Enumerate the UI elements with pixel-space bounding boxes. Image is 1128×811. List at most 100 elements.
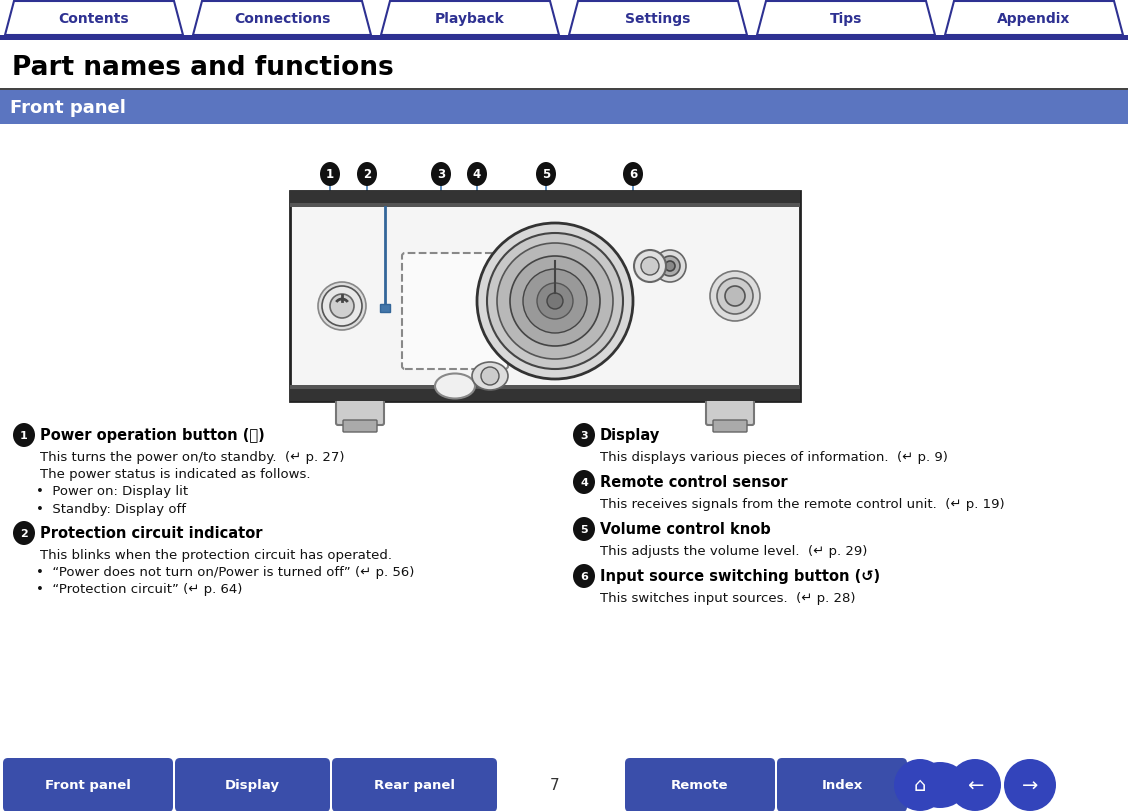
Bar (0, 88, 1128, 91)
Text: 2: 2 (363, 169, 371, 182)
Circle shape (547, 294, 563, 310)
Text: This turns the power on/to standby.  (↵ p. 27): This turns the power on/to standby. (↵ p… (39, 451, 344, 464)
Text: Protection circuit indicator: Protection circuit indicator (39, 526, 263, 541)
Circle shape (331, 294, 354, 319)
Text: 5: 5 (541, 169, 550, 182)
Text: Connections: Connections (233, 12, 331, 26)
Text: Tips: Tips (830, 12, 862, 26)
Text: 3: 3 (437, 169, 446, 182)
Ellipse shape (913, 762, 968, 808)
Text: Volume control knob: Volume control knob (600, 521, 770, 537)
Circle shape (1004, 759, 1056, 811)
FancyBboxPatch shape (713, 420, 747, 432)
Ellipse shape (573, 470, 594, 495)
Circle shape (497, 243, 613, 359)
Text: 4: 4 (473, 169, 482, 182)
Polygon shape (569, 2, 747, 36)
Text: This displays various pieces of information.  (↵ p. 9): This displays various pieces of informat… (600, 451, 948, 464)
Ellipse shape (623, 163, 643, 187)
Text: Appendix: Appendix (997, 12, 1070, 26)
Polygon shape (945, 2, 1123, 36)
Text: Front panel: Front panel (45, 779, 131, 792)
Text: Settings: Settings (625, 12, 690, 26)
Text: This adjusts the volume level.  (↵ p. 29): This adjusts the volume level. (↵ p. 29) (600, 545, 867, 558)
FancyBboxPatch shape (402, 254, 508, 370)
Text: ⌂: ⌂ (914, 775, 926, 795)
Circle shape (523, 270, 587, 333)
Ellipse shape (320, 163, 340, 187)
Polygon shape (193, 2, 371, 36)
Text: Playback: Playback (435, 12, 505, 26)
Text: 5: 5 (580, 525, 588, 534)
Circle shape (654, 251, 686, 283)
Polygon shape (5, 2, 183, 36)
Text: This switches input sources.  (↵ p. 28): This switches input sources. (↵ p. 28) (600, 592, 855, 605)
Text: 3: 3 (580, 431, 588, 440)
Circle shape (510, 257, 600, 346)
Ellipse shape (573, 517, 594, 541)
Ellipse shape (356, 163, 377, 187)
Ellipse shape (14, 423, 35, 448)
Ellipse shape (573, 564, 594, 588)
Text: 6: 6 (580, 571, 588, 581)
Polygon shape (757, 2, 935, 36)
Circle shape (725, 286, 744, 307)
FancyBboxPatch shape (290, 191, 800, 401)
Ellipse shape (467, 163, 487, 187)
Circle shape (641, 258, 659, 276)
Bar (380, 305, 390, 312)
Text: Contents: Contents (59, 12, 130, 26)
Bar (290, 204, 800, 208)
FancyBboxPatch shape (343, 420, 377, 432)
Text: ←: ← (967, 775, 984, 795)
FancyBboxPatch shape (625, 758, 775, 811)
Text: 2: 2 (20, 528, 28, 539)
Circle shape (634, 251, 666, 283)
Text: Index: Index (821, 779, 863, 792)
Text: →: → (1022, 775, 1038, 795)
Circle shape (710, 272, 760, 322)
Ellipse shape (14, 521, 35, 545)
Bar (0, 91, 1128, 125)
Text: Power operation button (⏻): Power operation button (⏻) (39, 428, 265, 443)
Bar (290, 389, 800, 401)
Circle shape (487, 234, 623, 370)
Text: Remote control sensor: Remote control sensor (600, 475, 787, 490)
Ellipse shape (435, 374, 475, 399)
Text: •  Standby: Display off: • Standby: Display off (36, 502, 186, 515)
Text: 1: 1 (20, 431, 28, 440)
FancyBboxPatch shape (336, 400, 384, 426)
Text: 7: 7 (550, 778, 559, 792)
Text: Display: Display (224, 779, 280, 792)
FancyBboxPatch shape (706, 400, 754, 426)
Text: 4: 4 (580, 478, 588, 487)
Text: •  “Protection circuit” (↵ p. 64): • “Protection circuit” (↵ p. 64) (36, 583, 243, 596)
Bar (290, 191, 800, 204)
Polygon shape (381, 2, 559, 36)
Text: Input source switching button (↺): Input source switching button (↺) (600, 569, 880, 584)
Text: 6: 6 (629, 169, 637, 182)
Text: This blinks when the protection circuit has operated.: This blinks when the protection circuit … (39, 549, 393, 562)
FancyBboxPatch shape (3, 758, 173, 811)
Circle shape (477, 224, 633, 380)
FancyBboxPatch shape (332, 758, 497, 811)
Ellipse shape (472, 363, 508, 391)
Ellipse shape (573, 423, 594, 448)
Text: Rear panel: Rear panel (374, 779, 455, 792)
Circle shape (481, 367, 499, 385)
Circle shape (537, 284, 573, 320)
Ellipse shape (536, 163, 556, 187)
Text: Display: Display (600, 428, 660, 443)
FancyBboxPatch shape (175, 758, 331, 811)
Circle shape (949, 759, 1001, 811)
FancyBboxPatch shape (777, 758, 907, 811)
Text: Front panel: Front panel (10, 99, 126, 117)
Bar (0, 36, 1128, 41)
Circle shape (660, 257, 680, 277)
Circle shape (666, 262, 675, 272)
Text: The power status is indicated as follows.: The power status is indicated as follows… (39, 468, 310, 481)
Circle shape (321, 286, 362, 327)
Ellipse shape (431, 163, 451, 187)
Text: This receives signals from the remote control unit.  (↵ p. 19): This receives signals from the remote co… (600, 498, 1005, 511)
Circle shape (717, 279, 754, 315)
